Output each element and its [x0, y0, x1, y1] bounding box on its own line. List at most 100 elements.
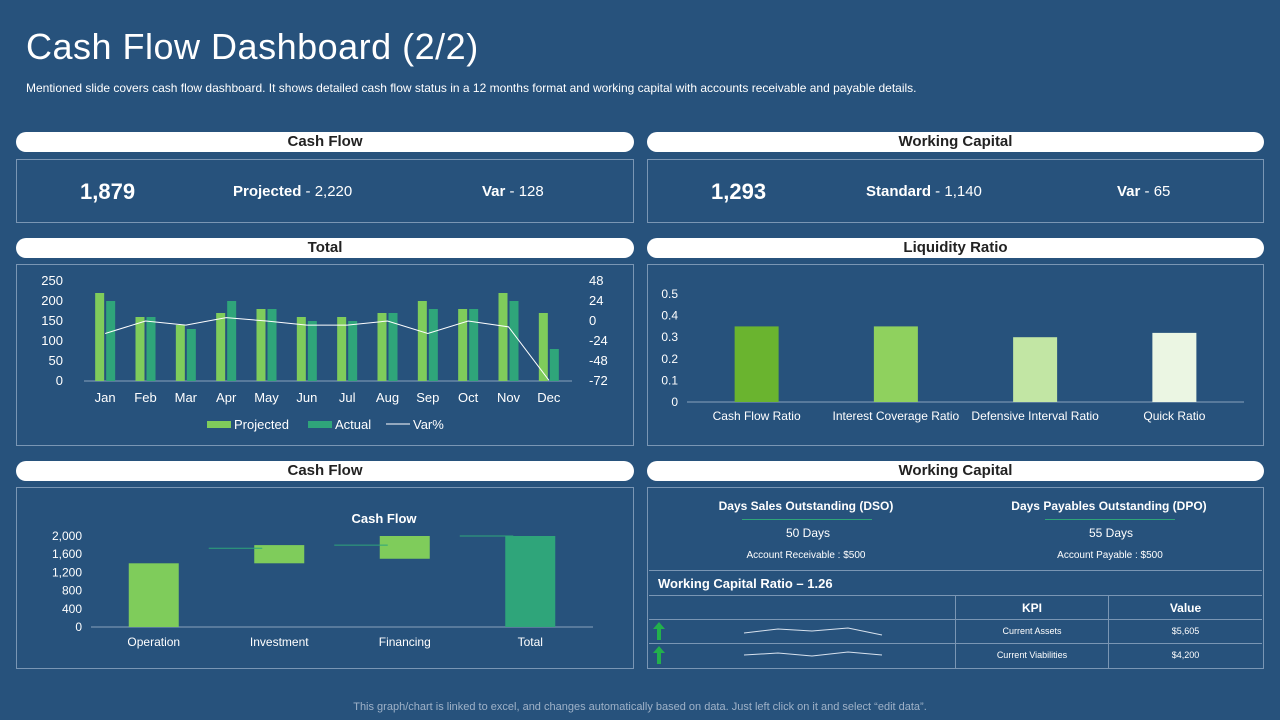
- footer-note: This graph/chart is linked to excel, and…: [353, 701, 927, 713]
- bar-actual: [428, 309, 438, 381]
- chart-title: Cash Flow: [351, 511, 417, 526]
- bar-actual: [267, 309, 277, 381]
- dso-title: Days Sales Outstanding (DSO): [718, 499, 894, 513]
- section-cash-flow-2: Cash Flow: [16, 461, 634, 481]
- divider: [649, 570, 1262, 571]
- bar-actual: [146, 317, 156, 381]
- legend-label: Projected: [234, 417, 289, 432]
- kpi-current-viabilities: Current Viabilities: [996, 650, 1068, 660]
- x-tick-label: May: [254, 390, 279, 405]
- x-tick-label: Nov: [497, 390, 521, 405]
- legend-label: Var%: [413, 417, 444, 432]
- dso-days: 50 Days: [785, 526, 831, 540]
- table-col-line-1: [955, 595, 956, 668]
- up-arrow-icon: [653, 646, 665, 664]
- y2-tick-label: 0: [589, 313, 596, 328]
- total-chart[interactable]: 250 200 150 100 50 0 48 24 0 -24 -48 -72 Jan Feb Mar Ap…: [16, 264, 634, 446]
- working-capital-standard: Standard - 1,140: [866, 183, 982, 200]
- bar-projected: [135, 317, 145, 381]
- cash-flow-var: Var - 128: [482, 183, 544, 200]
- dso-underline: [742, 519, 872, 520]
- dpo-underline: [1045, 519, 1175, 520]
- x-tick-label: Total: [518, 635, 543, 649]
- cash-flow-waterfall-panel: [16, 487, 634, 669]
- bar-waterfall: [128, 563, 179, 627]
- y-tick-label: 0: [671, 395, 678, 409]
- x-tick-label: Interest Coverage Ratio: [833, 409, 960, 423]
- cash-flow-kpi-panel: [16, 159, 634, 223]
- x-tick-label: Sep: [416, 390, 439, 405]
- total-chart-panel: [16, 264, 634, 446]
- value-current-viabilities: $4,200: [1171, 650, 1200, 660]
- wc-var-value: - 65: [1140, 183, 1171, 200]
- legend-label: Actual: [335, 417, 371, 432]
- bar-projected: [417, 301, 427, 381]
- x-tick-label: Quick Ratio: [1143, 409, 1205, 423]
- up-arrow-icon: [653, 622, 665, 640]
- dpo-title: Days Payables Outstanding (DPO): [1011, 499, 1207, 513]
- section-working-capital-2: Working Capital: [647, 461, 1264, 481]
- y-tick-label: 1,600: [52, 547, 82, 561]
- y2-tick-label: -48: [589, 353, 608, 368]
- y2-tick-label: -24: [589, 333, 608, 348]
- working-capital-value: 1,293: [711, 179, 767, 204]
- x-tick-label: Aug: [376, 390, 399, 405]
- bar-actual: [348, 321, 358, 381]
- bar-projected: [377, 313, 387, 381]
- x-tick-label: Financing: [379, 635, 431, 649]
- liquidity-chart-panel: [647, 264, 1264, 446]
- bar-actual: [509, 301, 519, 381]
- page-subtitle: Mentioned slide covers cash flow dashboa…: [26, 81, 917, 95]
- y-tick-label: 0.5: [661, 287, 678, 301]
- bar-waterfall: [505, 536, 556, 627]
- bar-projected: [175, 325, 185, 381]
- x-tick-label: Dec: [537, 390, 561, 405]
- y-tick-label: 0.1: [661, 373, 678, 387]
- table-col-line-2: [1108, 595, 1109, 668]
- y-tick-label: 0: [56, 373, 63, 388]
- wc-var-label: Var: [1117, 183, 1141, 200]
- legend-swatch: [207, 421, 231, 428]
- bar-liquidity: [873, 326, 918, 402]
- y-tick-label: 0.4: [661, 309, 678, 323]
- section-cash-flow: Cash Flow: [16, 132, 634, 152]
- kpi-current-assets: Current Assets: [1002, 626, 1062, 636]
- liquidity-chart[interactable]: 0.5 0.4 0.3 0.2 0.1 0 Cash Flow Ratio Interest …: [647, 264, 1264, 446]
- dpo-account: Account Payable : $500: [1057, 550, 1163, 561]
- standard-label: Standard: [866, 183, 932, 200]
- bar-projected: [538, 313, 548, 381]
- x-tick-label: Jun: [296, 390, 317, 405]
- y-tick-label: 0.2: [661, 352, 678, 366]
- working-capital-var: Var - 65: [1117, 183, 1170, 200]
- bar-projected: [296, 317, 306, 381]
- bar-projected: [256, 309, 266, 381]
- y-tick-label: 150: [41, 313, 63, 328]
- y-tick-label: 50: [49, 353, 63, 368]
- bar-actual: [549, 349, 559, 381]
- legend-swatch: [308, 421, 332, 428]
- page-title: Cash Flow Dashboard (2/2): [26, 26, 479, 67]
- projected-value: - 2,220: [301, 183, 353, 200]
- dpo-days: 55 Days: [1088, 526, 1134, 540]
- x-tick-label: Defensive Interval Ratio: [971, 409, 1099, 423]
- cash-flow-waterfall-chart[interactable]: Cash Flow 2,000 1,600 1,200 800 400 0 Operation…: [16, 487, 634, 669]
- section-liquidity-ratio: Liquidity Ratio: [647, 238, 1264, 258]
- y-tick-label: 100: [41, 333, 63, 348]
- x-tick-label: Jan: [95, 390, 116, 405]
- bar-liquidity: [1013, 337, 1058, 402]
- bar-waterfall: [379, 536, 430, 559]
- sparkline-current-viabilities: [743, 651, 883, 657]
- working-capital-ratio: Working Capital Ratio – 1.26: [658, 576, 833, 591]
- bar-liquidity: [1152, 332, 1197, 402]
- bar-actual: [227, 301, 237, 381]
- x-tick-label: Apr: [216, 390, 237, 405]
- x-tick-label: Cash Flow Ratio: [713, 409, 801, 423]
- bar-projected: [216, 313, 226, 381]
- bar-projected: [498, 293, 508, 381]
- sparkline-current-assets: [743, 627, 883, 636]
- bar-actual: [469, 309, 479, 381]
- cash-flow-value: 1,879: [80, 179, 136, 204]
- x-tick-label: Jul: [339, 390, 356, 405]
- table-header-value: Value: [1169, 601, 1202, 615]
- bar-projected: [95, 293, 105, 381]
